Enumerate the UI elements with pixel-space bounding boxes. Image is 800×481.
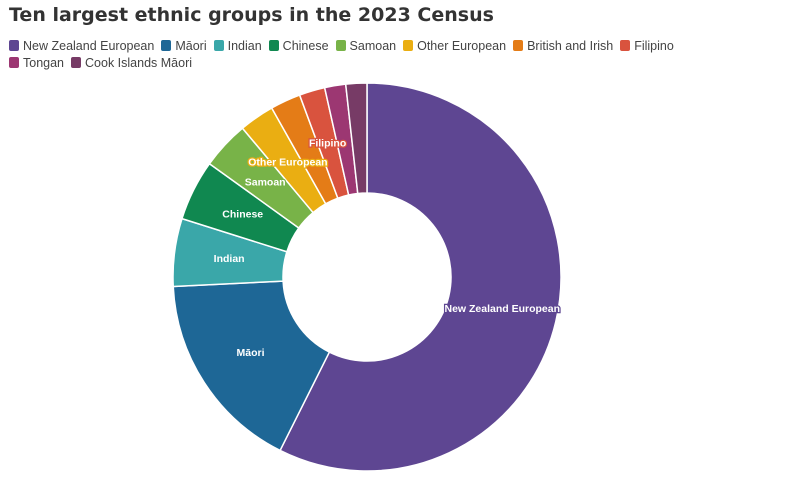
legend-swatch	[335, 40, 346, 51]
slice-label-samoan: Samoan	[245, 176, 286, 188]
legend-swatch	[403, 40, 414, 51]
legend-swatch	[71, 57, 82, 68]
slice-label-filipino: Filipino	[309, 138, 346, 150]
legend-label: Tongan	[23, 55, 65, 70]
slice-maori[interactable]	[172, 280, 331, 452]
legend-swatch	[161, 40, 172, 51]
legend-swatch	[513, 40, 524, 51]
slice-new-zealand-european[interactable]	[279, 82, 562, 472]
legend-item-new-zealand-european[interactable]: New Zealand European	[9, 38, 154, 53]
legend-label: British and Irish	[527, 38, 614, 53]
legend-swatch	[620, 40, 631, 51]
legend-item-indian[interactable]: Indian	[213, 38, 262, 53]
legend-label: Other European	[417, 38, 507, 53]
legend-swatch	[268, 40, 279, 51]
legend-item-british-and-irish[interactable]: British and Irish	[513, 38, 613, 53]
legend-swatch	[9, 57, 19, 68]
legend-item-maori[interactable]: Māori	[161, 38, 207, 53]
slice-label-maori: Māori	[237, 347, 265, 359]
legend-label: Māori	[175, 38, 207, 53]
slice-label-indian: Indian	[214, 253, 245, 265]
legend-swatch	[9, 40, 19, 51]
legend-item-other-european[interactable]: Other European	[403, 38, 506, 53]
legend-item-filipino[interactable]: Filipino	[620, 38, 674, 53]
legend-label: Samoan	[349, 38, 397, 53]
legend-label: Indian	[227, 38, 262, 53]
slice-label-other-european: Other European	[248, 157, 327, 169]
legend-label: Filipino	[634, 38, 674, 53]
legend-label: Cook Islands Māori	[85, 55, 193, 70]
legend-item-tongan[interactable]: Tongan	[9, 55, 64, 70]
legend-swatch	[213, 40, 224, 51]
chart-title: Ten largest ethnic groups in the 2023 Ce…	[9, 4, 494, 26]
slice-label-chinese: Chinese	[222, 209, 263, 221]
legend-label: New Zealand European	[23, 38, 155, 53]
legend-item-cook-islands-maori[interactable]: Cook Islands Māori	[71, 55, 192, 70]
slice-cook-islands-maori[interactable]	[344, 82, 368, 195]
chart-legend: New Zealand European Māori Indian Chinese Sa…	[9, 38, 709, 70]
slice-label-new-zealand-european: New Zealand European	[445, 303, 561, 315]
legend-item-samoan[interactable]: Samoan	[335, 38, 397, 53]
legend-item-chinese[interactable]: Chinese	[268, 38, 329, 53]
legend-label: Chinese	[282, 38, 329, 53]
